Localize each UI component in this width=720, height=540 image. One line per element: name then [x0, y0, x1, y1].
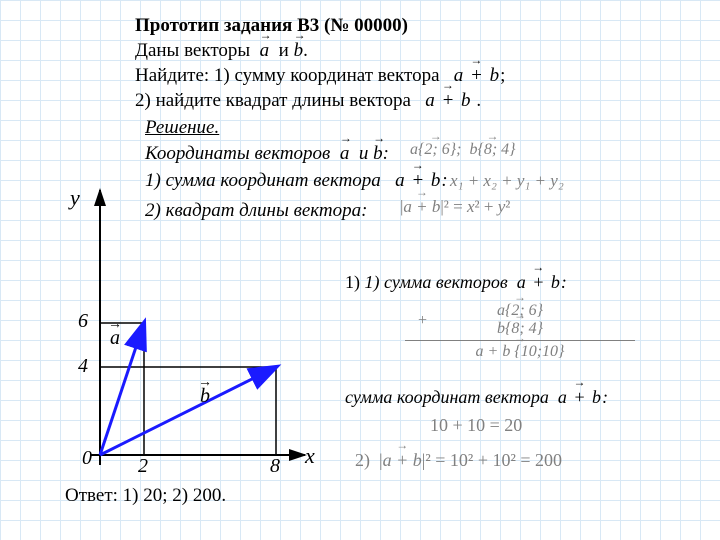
right-2: сумма координат вектора — [345, 387, 549, 407]
tick-x-8: 8 — [270, 455, 280, 478]
sum-formula: x₁ + x₂ + y₁ + y₂ — [450, 171, 564, 191]
plus-sign: + — [418, 312, 427, 330]
sol-coords-text: Координаты векторов — [145, 143, 330, 164]
origin-label: 0 — [82, 447, 92, 470]
given-and: и — [279, 40, 289, 61]
vec-sum-2: a + b — [425, 90, 471, 112]
chart-vec-a-label: →a — [110, 327, 120, 350]
vec-sum-6: a + b — [558, 387, 602, 408]
tick-x-2: 2 — [138, 455, 148, 478]
sum-coords-expr: 10 + 10 = 20 — [430, 415, 522, 436]
sol-coords-and: и — [359, 143, 369, 164]
final-prefix: 2) — [355, 450, 370, 470]
task1-text: Найдите: 1) сумму координат вектора — [135, 65, 440, 86]
tick-y-4: 4 — [78, 355, 88, 378]
coords-a: a{2; 6}; — [410, 141, 461, 159]
col-sum: a + b {10;10} — [476, 343, 565, 361]
column-add: + a{2; 6} b{8; 4} a + b {10;10} — [430, 302, 610, 361]
coordinate-chart: y x 0 2 8 4 6 →a →b — [60, 185, 320, 485]
vec-b-2: b — [373, 143, 383, 165]
lensq-formula: |a + b|² = x² + y² — [400, 197, 510, 217]
right-sum-coords: сумма координат вектора a + b: — [345, 387, 608, 408]
right-1: 1) сумма векторов — [365, 272, 508, 292]
vec-a-2: a — [340, 143, 350, 165]
coords-b: b{8; 4} — [469, 141, 515, 159]
given-line: Даны векторы a и b. — [135, 40, 308, 62]
task2-line: 2) найдите квадрат длины вектора a + b . — [135, 90, 481, 112]
vec-sum-4: a + b — [403, 197, 440, 217]
tick-y-6: 6 — [78, 310, 88, 333]
vec-a: a — [260, 40, 270, 62]
task2-text: 2) найдите квадрат длины вектора — [135, 90, 411, 111]
given-text: Даны векторы — [135, 40, 250, 61]
chart-svg — [60, 185, 320, 485]
solution-header: Решение. — [145, 117, 219, 139]
document-content: Прототип задания B3 (№ 00000) Даны векто… — [0, 5, 720, 540]
vec-sum-7: a + b — [383, 450, 422, 471]
answer-line: Ответ: 1) 20; 2) 200. — [65, 485, 226, 507]
coords-a-expr: a{2; 6}; b{8; 4} — [410, 141, 516, 159]
vec-b: b — [294, 40, 304, 62]
x-axis-label: x — [305, 443, 315, 469]
chart-vec-b-label: →b — [200, 385, 210, 408]
final-expr: 2) |a + b|² = 10² + 10² = 200 — [355, 450, 562, 471]
y-axis-label: y — [70, 185, 80, 211]
sol-coords-line: Координаты векторов a и b: — [145, 143, 389, 165]
